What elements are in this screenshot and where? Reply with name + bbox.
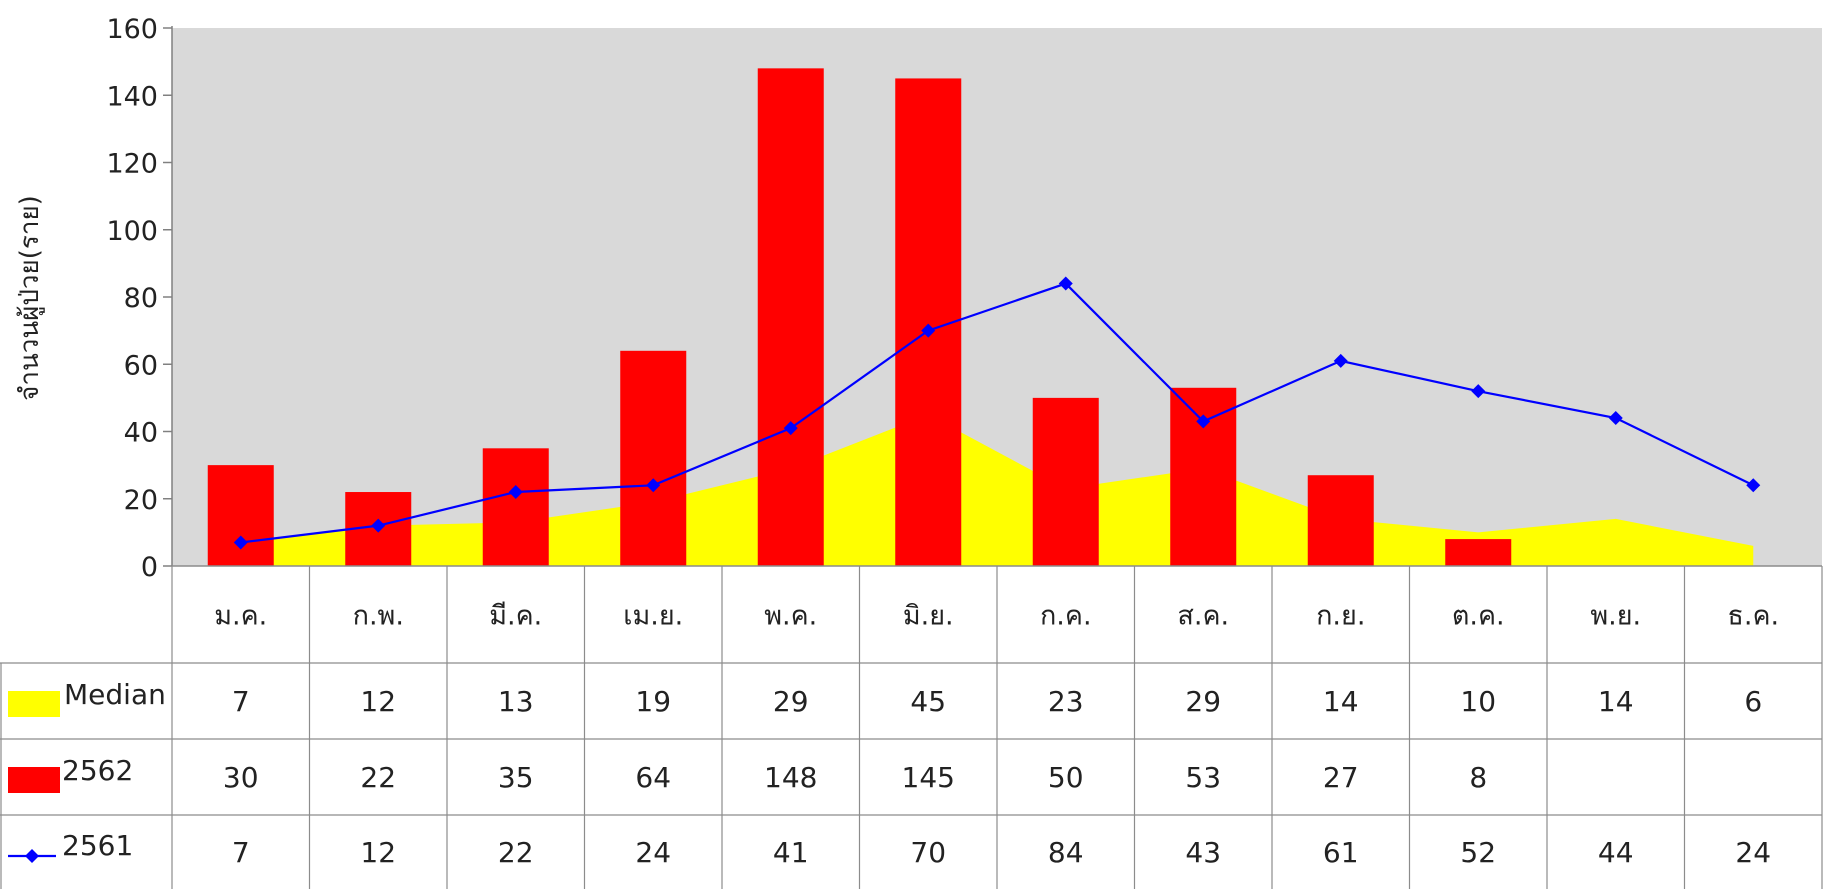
table-cell: 27 (1323, 761, 1359, 794)
y-tick-label: 100 (106, 216, 158, 247)
point-2561-7 (1058, 276, 1073, 291)
x-tick-label: ก.ย. (1316, 601, 1365, 632)
y-tick-label: 20 (124, 485, 158, 516)
legend-key-2562 (8, 767, 60, 793)
x-tick-label: พ.ย. (1590, 601, 1641, 632)
point-2561-10 (1471, 384, 1486, 399)
table-cell: 84 (1048, 836, 1084, 869)
bar-2562-7 (1032, 397, 1099, 566)
table-cell: 145 (902, 761, 955, 794)
table-cell: 13 (498, 685, 534, 718)
legend-marker-2561 (25, 849, 39, 863)
y-tick-label: 0 (141, 552, 158, 583)
x-tick-label: ก.พ. (353, 601, 404, 632)
table-cell: 14 (1598, 685, 1634, 718)
bar-2562-3 (482, 448, 549, 566)
table-cell: 7 (232, 685, 250, 718)
x-tick-label: ต.ค. (1452, 601, 1505, 632)
table-cell: 29 (1185, 685, 1221, 718)
bar-layer (207, 68, 1512, 566)
line-layer (233, 276, 1761, 550)
legend-label-2561: 2561 (62, 829, 133, 862)
point-2561-3 (508, 485, 523, 500)
point-2561-6 (921, 323, 936, 338)
data-table: ม.ค. ก.พ. มี.ค. เม.ย. พ.ค. มิ.ย. ก.ค. ส.ค. ก.ย. ต… (0, 565, 1823, 889)
table-cell: 44 (1598, 836, 1634, 869)
table-cell: 43 (1185, 836, 1221, 869)
y-axis-title: จำนวนผู้ป่วย(ราย) (15, 195, 45, 401)
bar-2562-4 (620, 350, 687, 566)
table-cell: 53 (1185, 761, 1221, 794)
table-cell: 8 (1469, 761, 1487, 794)
bar-2562-1 (207, 465, 274, 566)
table-cell: 22 (360, 761, 396, 794)
table-cell: 14 (1323, 685, 1359, 718)
median-area (240, 414, 1754, 566)
table-cell: 52 (1460, 836, 1496, 869)
y-tick-label: 140 (106, 81, 158, 112)
x-tick-label: ม.ค. (214, 601, 267, 632)
point-2561-9 (1333, 353, 1348, 368)
table-cell: 70 (910, 836, 946, 869)
table-cell: 45 (910, 685, 946, 718)
line-2561 (240, 282, 1754, 544)
x-tick-label: ก.ค. (1040, 601, 1092, 632)
x-tick-label: เม.ย. (623, 601, 683, 632)
table-cell: 41 (773, 836, 809, 869)
legend-label-median: Median (64, 678, 166, 711)
point-2561-5 (783, 421, 798, 436)
point-2561-1 (233, 535, 248, 550)
median-area-layer (240, 414, 1754, 566)
table-cell: 23 (1048, 685, 1084, 718)
table-cell: 29 (773, 685, 809, 718)
table-cell: 22 (498, 836, 534, 869)
table-cell: 6 (1744, 685, 1762, 718)
legend-key-median (8, 691, 60, 717)
point-2561-4 (646, 478, 661, 493)
bar-2562-9 (1307, 475, 1374, 566)
table-cell: 61 (1323, 836, 1359, 869)
y-tick-label: 160 (106, 14, 158, 45)
point-2561-8 (1196, 414, 1211, 429)
table-cell: 19 (635, 685, 671, 718)
bar-2562-5 (757, 68, 824, 566)
table-cell: 12 (360, 685, 396, 718)
y-tick-label: 60 (124, 350, 158, 381)
x-tick-label: ส.ค. (1177, 601, 1229, 632)
x-tick-label: มิ.ย. (903, 601, 954, 632)
x-tick-label: มี.ค. (489, 601, 542, 632)
table-cell: 35 (498, 761, 534, 794)
y-tick-label: 40 (124, 418, 158, 449)
table-cell: 10 (1460, 685, 1496, 718)
table-cell: 64 (635, 761, 671, 794)
point-2561-11 (1608, 411, 1623, 426)
table-cell: 24 (1735, 836, 1771, 869)
point-2561-12 (1746, 478, 1761, 493)
bar-2562-10 (1445, 539, 1512, 566)
table-cell: 30 (223, 761, 259, 794)
table-cell: 50 (1048, 761, 1084, 794)
legend-label-2562: 2562 (62, 754, 133, 787)
x-tick-label: ธ.ค. (1727, 601, 1779, 632)
point-2561-2 (371, 518, 386, 533)
table-cell: 12 (360, 836, 396, 869)
x-tick-label: พ.ค. (764, 601, 817, 632)
table-cell: 24 (635, 836, 671, 869)
table-cell: 7 (232, 836, 250, 869)
y-tick-label: 120 (106, 149, 158, 180)
table-cell: 148 (764, 761, 817, 794)
y-axis: 0 20 40 60 80 100 120 140 160 (106, 14, 173, 583)
y-tick-label: 80 (124, 283, 158, 314)
